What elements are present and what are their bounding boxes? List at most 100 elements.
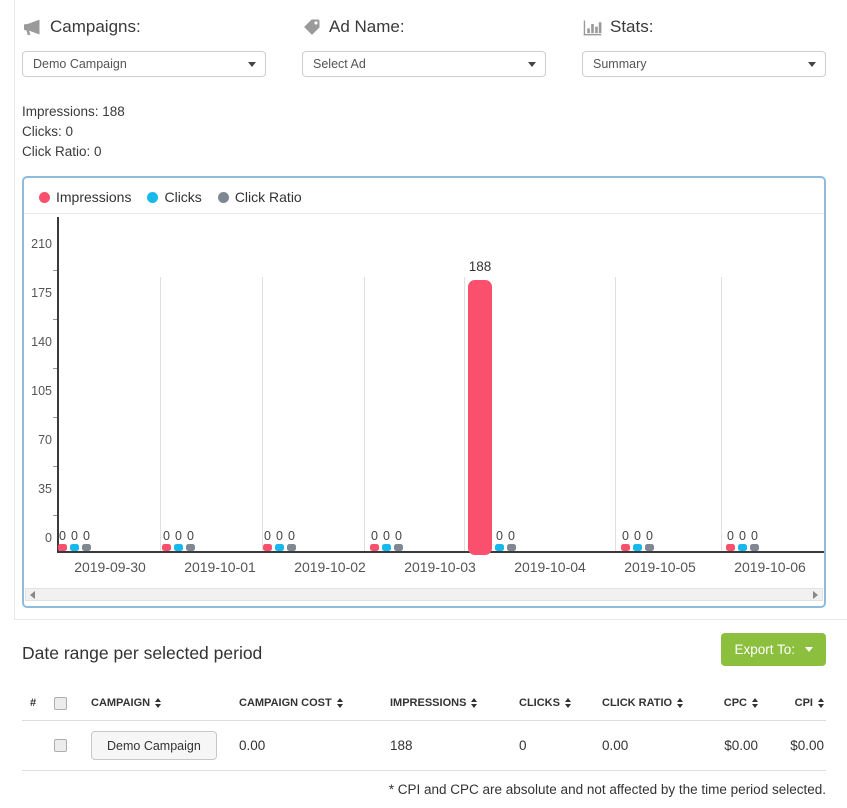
- stats-header: Stats:: [582, 14, 827, 40]
- campaigns-control: Campaigns: Demo Campaign: [22, 14, 267, 77]
- tag-icon: [304, 19, 320, 35]
- bar-chart-icon: [583, 20, 602, 35]
- chart-horizontal-scrollbar[interactable]: [25, 588, 823, 601]
- y-tick-label: 210: [31, 237, 52, 251]
- zero-bar-clicks-2019-10-05: [633, 544, 642, 551]
- column-header-cpc[interactable]: CPC: [718, 697, 786, 709]
- legend-separator: [24, 213, 824, 214]
- stats-label: Stats:: [610, 17, 654, 36]
- column-header-campaign[interactable]: CAMPAIGN: [87, 697, 239, 709]
- zero-value-label: 0: [71, 529, 78, 543]
- x-tick-label: 2019-10-01: [184, 559, 256, 575]
- row-checkbox[interactable]: [54, 739, 67, 752]
- legend-clicks-label: Clicks: [164, 189, 202, 205]
- zero-value-label: 0: [288, 529, 295, 543]
- row-click-ratio-cell: 0.00: [602, 738, 629, 753]
- zero-bar-impressions-2019-10-06: [726, 544, 735, 551]
- sort-icon: [752, 698, 758, 708]
- zero-bar-click-ratio-2019-10-01: [186, 544, 195, 551]
- select-all-checkbox[interactable]: [54, 696, 67, 710]
- zero-value-label: 0: [751, 529, 758, 543]
- zero-bar-impressions-2019-09-30: [58, 544, 67, 551]
- column-header-click-ratio[interactable]: CLICK RATIO: [602, 697, 718, 709]
- zero-bar-impressions-2019-10-03: [370, 544, 379, 551]
- column-header-clicks[interactable]: CLICKS: [519, 697, 602, 709]
- zero-bar-click-ratio-2019-10-04: [507, 544, 516, 551]
- summary-impressions: Impressions: 188: [22, 104, 125, 119]
- zero-bar-clicks-2019-10-02: [275, 544, 284, 551]
- table-row: Demo Campaign 0.00 188 0 0.00 $0.00 $0.0…: [22, 721, 826, 771]
- campaign-select[interactable]: Demo Campaign: [22, 51, 266, 77]
- zero-bar-click-ratio-2019-09-30: [82, 544, 91, 551]
- legend-item-impressions[interactable]: Impressions: [39, 189, 131, 205]
- impressions-legend-dot: [39, 191, 50, 203]
- x-tick-label: 2019-10-05: [624, 559, 696, 575]
- y-minor-tick: [53, 318, 57, 320]
- zero-bar-clicks-2019-10-06: [738, 544, 747, 551]
- zero-bar-clicks-2019-09-30: [70, 544, 79, 551]
- zero-bar-impressions-2019-10-02: [263, 544, 272, 551]
- stats-control: Stats: Summary: [582, 14, 827, 77]
- y-tick-label: 105: [31, 384, 52, 398]
- zero-value-label: 0: [727, 529, 734, 543]
- y-tick-label: 0: [45, 531, 52, 545]
- summary-click-ratio: Click Ratio: 0: [22, 144, 102, 159]
- zero-value-label: 0: [83, 529, 90, 543]
- zero-bar-clicks-2019-10-01: [174, 544, 183, 551]
- zero-bar-click-ratio-2019-10-05: [645, 544, 654, 551]
- column-header-checkbox: [48, 696, 87, 710]
- chart-gridline: [464, 277, 465, 551]
- table-header-row: # CAMPAIGN CAMPAIGN COST IMPRESSIONS CLI…: [22, 686, 826, 721]
- summary-clicks: Clicks: 0: [22, 124, 74, 139]
- y-minor-tick: [53, 269, 57, 271]
- x-tick-label: 2019-09-30: [74, 559, 146, 575]
- zero-value-label: 0: [175, 529, 182, 543]
- caret-down-icon: [808, 62, 816, 67]
- zero-bar-clicks-2019-10-04: [495, 544, 504, 551]
- column-header-campaign-cost[interactable]: CAMPAIGN COST: [239, 697, 390, 709]
- zero-value-label: 0: [264, 529, 271, 543]
- legend-item-click-ratio[interactable]: Click Ratio: [217, 189, 302, 205]
- scroll-left-arrow-icon[interactable]: [30, 591, 35, 599]
- zero-value-label: 0: [59, 529, 66, 543]
- bar-value-label: 188: [468, 259, 492, 274]
- x-tick-label: 2019-10-06: [734, 559, 806, 575]
- ad-name-control: Ad Name: Select Ad: [302, 14, 547, 77]
- ad-select-value: Select Ad: [313, 57, 366, 71]
- sort-icon: [471, 698, 478, 708]
- ad-select[interactable]: Select Ad: [302, 51, 546, 77]
- stats-select-value: Summary: [593, 57, 647, 71]
- campaigns-label: Campaigns:: [50, 17, 141, 36]
- zero-value-label: 0: [395, 529, 402, 543]
- y-minor-tick: [53, 367, 57, 369]
- legend-item-clicks[interactable]: Clicks: [147, 189, 202, 205]
- chart-gridline: [262, 277, 263, 551]
- chart-legend: Impressions Clicks Click Ratio: [39, 185, 302, 209]
- click-ratio-legend-dot: [217, 191, 229, 203]
- summary-block: Impressions: 188 Clicks: 0 Click Ratio: …: [22, 102, 125, 162]
- caret-down-icon: [528, 62, 536, 67]
- zero-value-label: 0: [276, 529, 283, 543]
- ad-name-label: Ad Name:: [329, 17, 405, 36]
- row-cpi-cell: $0.00: [790, 738, 824, 753]
- export-to-button[interactable]: Export To:: [721, 633, 826, 666]
- section-heading: Date range per selected period: [22, 643, 263, 663]
- y-tick-label: 70: [38, 433, 52, 447]
- column-header-cpi[interactable]: CPI: [786, 697, 826, 709]
- zero-value-label: 0: [383, 529, 390, 543]
- column-header-impressions[interactable]: IMPRESSIONS: [390, 697, 519, 709]
- zero-value-label: 0: [163, 529, 170, 543]
- row-campaign-cost-cell: 0.00: [239, 738, 266, 753]
- row-clicks-cell: 0: [519, 738, 527, 753]
- y-minor-tick: [53, 465, 57, 467]
- y-minor-tick: [53, 514, 57, 516]
- row-campaign-cell: Demo Campaign: [87, 731, 239, 760]
- row-impressions-cell: 188: [390, 738, 413, 753]
- campaign-chip[interactable]: Demo Campaign: [91, 731, 217, 760]
- scroll-right-arrow-icon[interactable]: [813, 591, 818, 599]
- stats-select[interactable]: Summary: [582, 51, 826, 77]
- sort-icon: [336, 698, 343, 708]
- zero-bar-impressions-2019-10-05: [621, 544, 630, 551]
- sort-icon: [564, 698, 571, 708]
